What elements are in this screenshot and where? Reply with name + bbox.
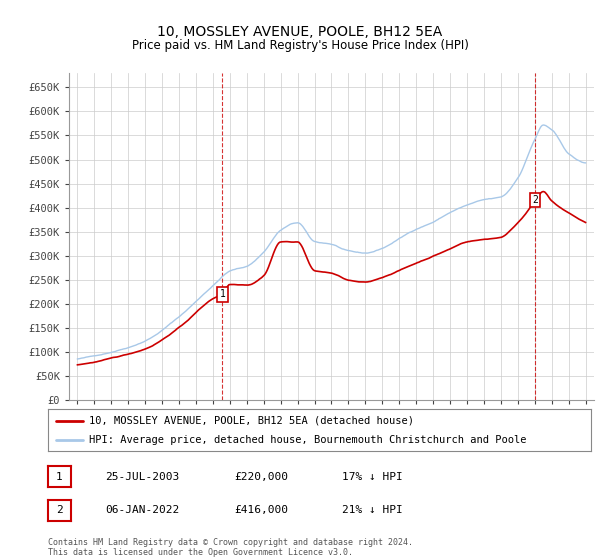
Text: 17% ↓ HPI: 17% ↓ HPI [342, 472, 403, 482]
Text: 25-JUL-2003: 25-JUL-2003 [105, 472, 179, 482]
Text: 10, MOSSLEY AVENUE, POOLE, BH12 5EA (detached house): 10, MOSSLEY AVENUE, POOLE, BH12 5EA (det… [89, 416, 414, 426]
Text: £416,000: £416,000 [234, 505, 288, 515]
Text: HPI: Average price, detached house, Bournemouth Christchurch and Poole: HPI: Average price, detached house, Bour… [89, 435, 526, 445]
FancyBboxPatch shape [530, 193, 541, 207]
Text: Contains HM Land Registry data © Crown copyright and database right 2024.
This d: Contains HM Land Registry data © Crown c… [48, 538, 413, 557]
Text: 2: 2 [56, 505, 63, 515]
Text: 1: 1 [220, 290, 226, 300]
Text: 1: 1 [56, 472, 63, 482]
Text: £220,000: £220,000 [234, 472, 288, 482]
Text: Price paid vs. HM Land Registry's House Price Index (HPI): Price paid vs. HM Land Registry's House … [131, 39, 469, 52]
FancyBboxPatch shape [217, 287, 227, 302]
Text: 10, MOSSLEY AVENUE, POOLE, BH12 5EA: 10, MOSSLEY AVENUE, POOLE, BH12 5EA [157, 25, 443, 39]
Text: 06-JAN-2022: 06-JAN-2022 [105, 505, 179, 515]
Text: 21% ↓ HPI: 21% ↓ HPI [342, 505, 403, 515]
Text: 2: 2 [532, 195, 538, 205]
